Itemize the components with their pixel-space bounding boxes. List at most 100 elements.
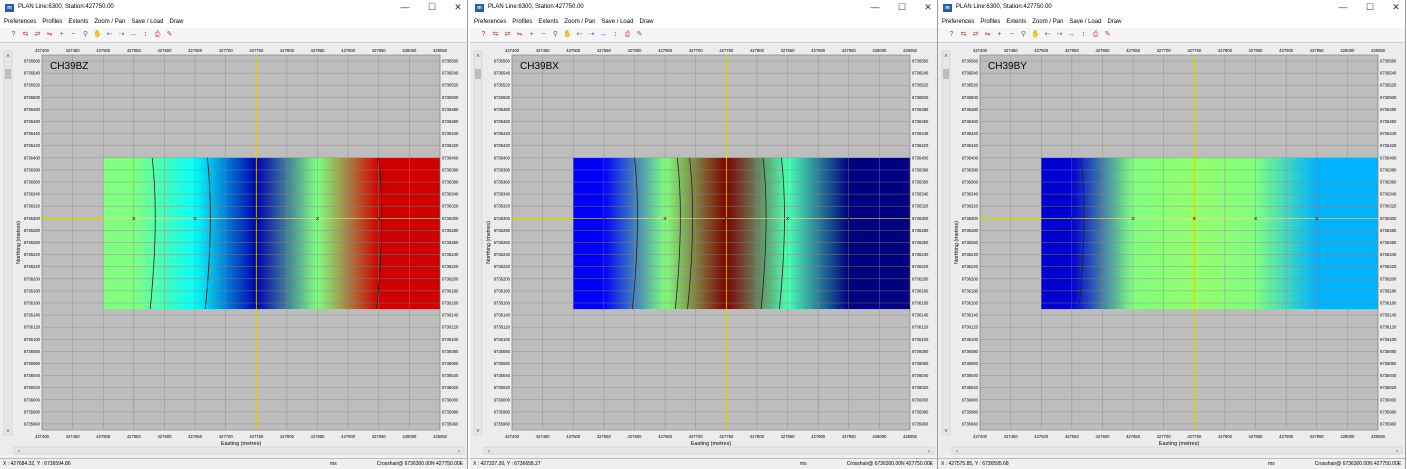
scroll-up-icon[interactable]: ˄: [944, 54, 948, 60]
station-marker[interactable]: ×: [1131, 216, 1135, 223]
station-marker[interactable]: ×: [193, 216, 197, 223]
menu-item[interactable]: Draw: [1107, 19, 1122, 25]
add-icon[interactable]: +: [59, 31, 64, 38]
scroll-down-icon[interactable]: ˅: [6, 429, 10, 435]
station-marker[interactable]: ×: [663, 216, 667, 223]
eraser-icon[interactable]: ✎: [166, 31, 173, 38]
expand-icon[interactable]: ↔: [1068, 31, 1075, 38]
menu-item[interactable]: Extents: [68, 19, 89, 25]
menu-item[interactable]: Save / Load: [1069, 19, 1102, 25]
station-marker[interactable]: ×: [847, 216, 851, 223]
profile-left-icon[interactable]: ⇆: [22, 31, 29, 38]
scroll-left-icon[interactable]: ‹: [18, 449, 20, 455]
minimize-button[interactable]: —: [870, 2, 880, 12]
plan-chart[interactable]: ˄ ˅ × × × × × CH39BZ 427400 427400 427450 427450 427…: [0, 43, 468, 455]
minimize-button[interactable]: —: [400, 2, 410, 12]
menu-item[interactable]: Save / Load: [131, 19, 164, 25]
station-marker[interactable]: ×: [254, 216, 258, 223]
print-icon[interactable]: ⎙: [1092, 31, 1099, 38]
close-button[interactable]: ✕: [454, 2, 462, 12]
expand-icon[interactable]: ↔: [130, 31, 137, 38]
profile-right-icon[interactable]: ⇄: [34, 31, 41, 38]
pan-icon[interactable]: ✋: [93, 31, 102, 38]
zoom-icon[interactable]: ⚲: [552, 31, 559, 38]
station-marker[interactable]: ×: [785, 216, 789, 223]
profile-right-icon[interactable]: ⇄: [504, 31, 511, 38]
scroll-up-icon[interactable]: ˄: [476, 54, 480, 60]
arrow-right-icon[interactable]: ⇢: [118, 31, 125, 38]
eraser-icon[interactable]: ✎: [1104, 31, 1111, 38]
station-marker[interactable]: ×: [1070, 216, 1074, 223]
station-marker[interactable]: ×: [602, 216, 606, 223]
scroll-down-icon[interactable]: ˅: [476, 429, 480, 435]
scroll-thumb[interactable]: [5, 69, 11, 79]
contract-icon[interactable]: ↕: [1081, 31, 1086, 38]
expand-icon[interactable]: ↔: [600, 31, 607, 38]
menu-item[interactable]: Zoom / Pan: [94, 19, 126, 25]
menu-item[interactable]: Extents: [538, 19, 559, 25]
station-marker[interactable]: ×: [1192, 216, 1196, 223]
maximize-button[interactable]: ☐: [1365, 2, 1375, 12]
station-marker[interactable]: ×: [724, 216, 728, 223]
vertical-scrollbar[interactable]: [3, 50, 13, 436]
station-marker[interactable]: ×: [377, 216, 381, 223]
arrow-left-icon[interactable]: ⇠: [576, 31, 583, 38]
pan-icon[interactable]: ✋: [563, 31, 572, 38]
scroll-left-icon[interactable]: ‹: [956, 449, 958, 455]
zoom-icon[interactable]: ⚲: [82, 31, 89, 38]
scroll-right-icon[interactable]: ›: [928, 449, 930, 455]
pan-icon[interactable]: ✋: [1031, 31, 1040, 38]
scroll-right-icon[interactable]: ›: [1396, 449, 1398, 455]
profile-left-icon[interactable]: ⇆: [492, 31, 499, 38]
minus-icon[interactable]: −: [71, 31, 76, 38]
menu-item[interactable]: Draw: [639, 19, 654, 25]
profile-select-icon[interactable]: ⇋: [984, 31, 991, 38]
minimize-button[interactable]: —: [1338, 2, 1348, 12]
menu-item[interactable]: Preferences: [474, 19, 507, 25]
vertical-scrollbar[interactable]: [473, 50, 483, 436]
station-marker[interactable]: ×: [1253, 216, 1257, 223]
maximize-button[interactable]: ☐: [427, 2, 437, 12]
scroll-thumb[interactable]: [475, 69, 481, 79]
arrow-left-icon[interactable]: ⇠: [1044, 31, 1051, 38]
eraser-icon[interactable]: ✎: [636, 31, 643, 38]
close-button[interactable]: ✕: [1392, 2, 1400, 12]
scroll-up-icon[interactable]: ˄: [6, 54, 10, 60]
menu-item[interactable]: Zoom / Pan: [1032, 19, 1064, 25]
arrow-left-icon[interactable]: ⇠: [106, 31, 113, 38]
vertical-scrollbar[interactable]: [941, 50, 951, 436]
profile-select-icon[interactable]: ⇋: [516, 31, 523, 38]
help-icon[interactable]: ?: [11, 31, 16, 38]
station-marker[interactable]: ×: [132, 216, 136, 223]
horizontal-scrollbar[interactable]: [951, 446, 1403, 455]
menu-item[interactable]: Save / Load: [601, 19, 634, 25]
menu-item[interactable]: Draw: [169, 19, 184, 25]
help-icon[interactable]: ?: [481, 31, 486, 38]
scroll-left-icon[interactable]: ‹: [488, 449, 490, 455]
horizontal-scrollbar[interactable]: [13, 446, 465, 455]
menu-item[interactable]: Profiles: [512, 19, 533, 25]
scroll-right-icon[interactable]: ›: [458, 449, 460, 455]
arrow-right-icon[interactable]: ⇢: [588, 31, 595, 38]
contract-icon[interactable]: ↕: [613, 31, 618, 38]
profile-select-icon[interactable]: ⇋: [46, 31, 53, 38]
plan-chart[interactable]: ˄ ˅ × × × × × CH39BY 427400 427400 427450 427450 427…: [938, 43, 1406, 455]
menu-item[interactable]: Preferences: [4, 19, 37, 25]
help-icon[interactable]: ?: [949, 31, 954, 38]
menu-item[interactable]: Extents: [1006, 19, 1027, 25]
menu-item[interactable]: Profiles: [980, 19, 1001, 25]
profile-right-icon[interactable]: ⇄: [972, 31, 979, 38]
station-marker[interactable]: ×: [1315, 216, 1319, 223]
profile-left-icon[interactable]: ⇆: [960, 31, 967, 38]
arrow-right-icon[interactable]: ⇢: [1056, 31, 1063, 38]
plan-chart[interactable]: ˄ ˅ × × × × × CH39BX 427400 427400 427450 427450 427…: [470, 43, 938, 455]
print-icon[interactable]: ⎙: [624, 31, 631, 38]
add-icon[interactable]: +: [997, 31, 1002, 38]
add-icon[interactable]: +: [529, 31, 534, 38]
scroll-down-icon[interactable]: ˅: [944, 429, 948, 435]
zoom-icon[interactable]: ⚲: [1020, 31, 1027, 38]
menu-item[interactable]: Zoom / Pan: [564, 19, 596, 25]
menu-item[interactable]: Profiles: [42, 19, 63, 25]
maximize-button[interactable]: ☐: [897, 2, 907, 12]
horizontal-scrollbar[interactable]: [483, 446, 935, 455]
